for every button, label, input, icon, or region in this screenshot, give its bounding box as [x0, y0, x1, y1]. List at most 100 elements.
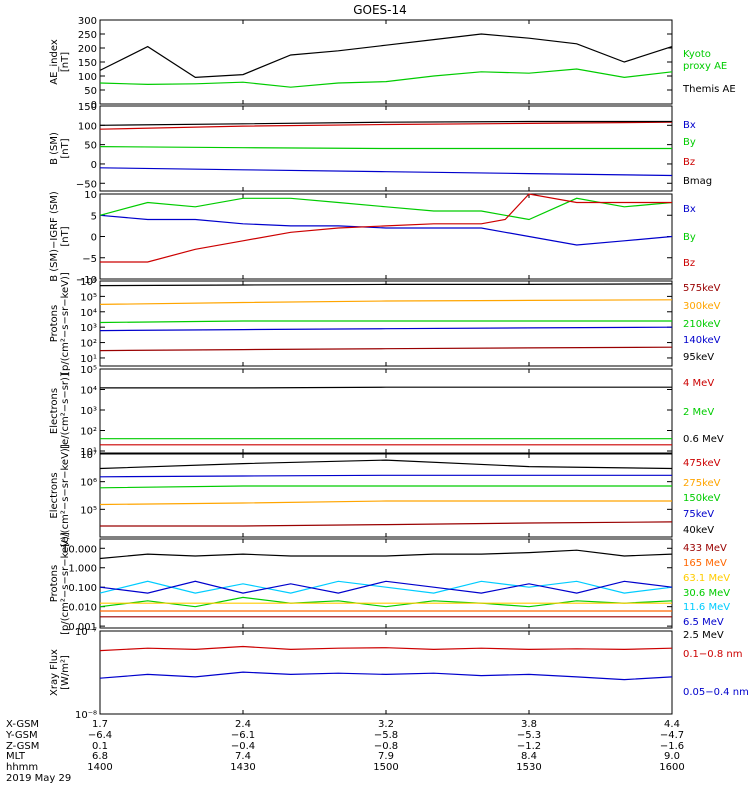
y-tick-label: 10⁻⁸ [75, 710, 97, 721]
y-tick-label: 10² [80, 427, 97, 438]
ephemeris-value: 8.4 [521, 751, 537, 762]
y-tick-label: 10⁵ [80, 292, 97, 303]
y-axis-label: [W/m²] [60, 655, 71, 690]
y-axis-label: B (SM)−IGRF (SM) [49, 191, 60, 282]
ephemeris-value: −0.8 [374, 741, 398, 752]
y-tick-label: 0.010 [68, 603, 97, 614]
y-axis-label: Xray Flux [49, 649, 60, 696]
panel-frame-electrons_mev [99, 368, 673, 454]
legend-label: 0.05−0.4 nm [683, 687, 749, 698]
series-line [99, 474, 672, 478]
ephemeris-row-label: hhmm [6, 762, 38, 773]
y-tick-label: −5 [82, 254, 97, 265]
ephemeris-value: −1.6 [660, 741, 684, 752]
y-tick-label: 10⁴ [80, 386, 97, 397]
ephemeris-value: 9.0 [664, 751, 680, 762]
y-tick-label: 10⁻⁷ [75, 627, 97, 638]
series-line [99, 645, 673, 652]
ephemeris-value: 1430 [230, 762, 255, 773]
legend-label: Kyoto [683, 49, 711, 60]
y-axis-label: [nT] [60, 52, 71, 72]
series-line [100, 386, 672, 389]
series-line [99, 283, 673, 287]
ephemeris-row-label: Z-GSM [6, 741, 39, 752]
legend-label: 475keV [683, 458, 721, 469]
y-tick-label: 10³ [80, 323, 97, 334]
legend-label: 2.5 MeV [683, 630, 724, 641]
ephemeris-value: 1.7 [92, 719, 108, 730]
y-tick-label: −50 [76, 179, 97, 190]
panel-frame-protons_mev [99, 280, 673, 367]
legend-label: 75keV [683, 509, 714, 520]
y-tick-label: 10 [84, 190, 97, 201]
series-line [99, 580, 673, 594]
y-tick-label: 0 [91, 233, 97, 244]
ephemeris-value: 7.4 [235, 751, 251, 762]
y-tick-label: 300 [78, 16, 97, 27]
ephemeris-value: −5.3 [517, 730, 541, 741]
legend-label: 0.6 MeV [683, 434, 724, 445]
series-line [99, 580, 673, 594]
series-line [99, 671, 673, 681]
chart-title: GOES-14 [353, 3, 407, 17]
legend-label: Themis AE [682, 84, 736, 95]
y-tick-label: −10 [76, 275, 97, 286]
y-tick-label: 10⁶ [80, 277, 97, 288]
series-line [99, 167, 673, 177]
y-tick-label: 0.100 [68, 583, 97, 594]
legend-label: 150keV [683, 493, 721, 504]
ephemeris-value: 1530 [516, 762, 541, 773]
legend-label: 95keV [683, 352, 714, 363]
y-tick-label: 10² [80, 339, 97, 350]
ephemeris-row-label: X-GSM [6, 719, 39, 730]
ephemeris-value: −5.8 [374, 730, 398, 741]
series-line [99, 500, 672, 506]
series-line [99, 459, 673, 470]
ephemeris-row-label: MLT [6, 751, 26, 762]
ephemeris-value: 0.1 [92, 741, 108, 752]
series-line [100, 193, 672, 263]
y-tick-label: 10³ [80, 406, 97, 417]
legend-label: 0.1−0.8 nm [683, 649, 742, 660]
y-axis-label: [nT] [60, 138, 71, 158]
legend-label: By [683, 232, 696, 243]
y-tick-label: 1.000 [68, 564, 97, 575]
y-tick-label: 150 [78, 102, 97, 113]
y-axis-label: Protons [49, 305, 60, 342]
legend-label: 433 MeV [683, 543, 727, 554]
y-axis-label: AE_index [49, 39, 60, 85]
series-line [99, 68, 673, 88]
legend-label: 6.5 MeV [683, 617, 724, 628]
legend-label: 63.1 MeV [683, 573, 730, 584]
y-tick-label: 250 [78, 30, 97, 41]
y-tick-label: 150 [78, 58, 97, 69]
series-line [99, 326, 673, 332]
series-line [99, 146, 672, 150]
y-tick-label: 10¹ [80, 447, 97, 458]
legend-label: 275keV [683, 478, 721, 489]
legend-label: 300keV [683, 301, 721, 312]
series-line [99, 346, 673, 352]
ephemeris-value: 3.2 [378, 719, 394, 730]
y-axis-label: [p/(cm²−s−sr−keV)] [60, 272, 71, 375]
legend-label: 2 MeV [683, 407, 714, 418]
y-tick-label: 100 [78, 121, 97, 132]
legend-label: 140keV [683, 335, 721, 346]
y-tick-label: 200 [78, 44, 97, 55]
legend-label: Bx [683, 204, 696, 215]
legend-label: 30.6 MeV [683, 588, 730, 599]
legend-label: Bz [683, 258, 695, 269]
y-tick-label: 50 [84, 141, 97, 152]
series-line [99, 299, 673, 305]
y-tick-label: 0 [91, 100, 97, 111]
ephemeris-value: 3.8 [521, 719, 537, 730]
y-tick-label: 100 [78, 72, 97, 83]
y-tick-label: 10⁵ [80, 505, 97, 516]
legend-label: 575keV [683, 283, 721, 294]
ephemeris-value: 4.4 [664, 719, 680, 730]
series-line [99, 33, 673, 79]
ephemeris-value: 6.8 [92, 751, 108, 762]
legend-label: 40keV [683, 525, 714, 536]
